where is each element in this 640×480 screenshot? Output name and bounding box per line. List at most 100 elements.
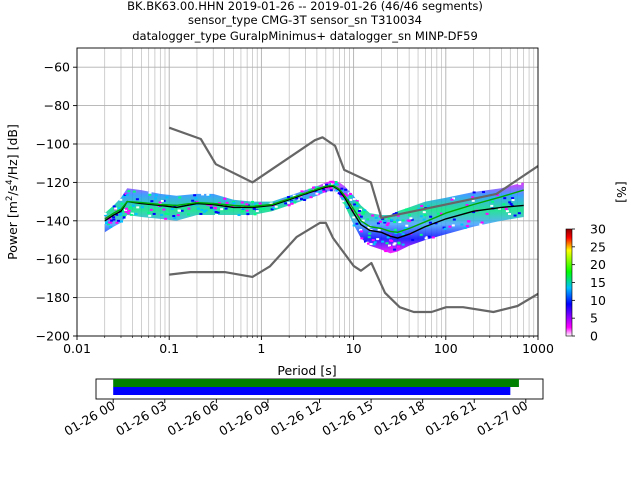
density-cell	[367, 236, 371, 239]
density-cell	[348, 195, 352, 198]
density-cell	[383, 220, 387, 223]
density-cell	[480, 221, 484, 224]
density-cell	[349, 198, 353, 201]
timeline-tick-label: 01-27 00	[474, 398, 530, 439]
density-cell	[316, 186, 320, 189]
density-cell	[371, 239, 375, 242]
density-cell	[490, 204, 494, 207]
density-cell	[136, 206, 140, 209]
density-cell	[115, 213, 119, 216]
density-cell	[340, 187, 344, 190]
density-cell	[290, 202, 294, 205]
density-cell	[201, 193, 205, 196]
density-cell	[173, 216, 177, 219]
density-cell	[251, 200, 255, 203]
density-cell	[218, 202, 222, 205]
density-cell	[115, 221, 119, 224]
density-cell	[300, 190, 304, 193]
density-cell	[340, 194, 344, 197]
density-cell	[258, 202, 262, 205]
new-low-noise-model-line	[169, 221, 538, 314]
density-cell	[119, 198, 123, 201]
x-tick-label: 100	[434, 341, 458, 356]
density-cell	[246, 213, 250, 216]
colorbar-tick-label: 30	[590, 222, 606, 237]
density-cell	[112, 205, 116, 208]
density-cell	[505, 210, 509, 213]
density-cell	[376, 222, 380, 225]
density-cell	[120, 210, 124, 213]
density-cell	[220, 208, 224, 211]
density-cell	[381, 240, 385, 243]
colorbar-label: [%]	[614, 181, 629, 203]
density-cell	[322, 190, 326, 193]
density-cell	[158, 201, 162, 204]
y-tick-label: −160	[36, 252, 70, 267]
density-cell	[401, 243, 405, 246]
density-cell	[426, 205, 430, 208]
density-cell	[299, 198, 303, 201]
density-cell	[135, 198, 139, 201]
density-cell	[262, 207, 266, 210]
density-cell	[396, 245, 400, 248]
density-cell	[366, 242, 370, 245]
density-cell	[270, 208, 274, 211]
grid	[76, 48, 539, 337]
density-cell	[359, 215, 363, 218]
density-cell	[348, 192, 352, 195]
density-cell	[200, 208, 204, 211]
density-cell	[308, 188, 312, 191]
y-label-sup-1: 2	[5, 196, 15, 201]
density-cell	[329, 180, 333, 183]
density-cell	[127, 190, 131, 193]
density-cell	[122, 216, 126, 219]
density-cell	[119, 220, 123, 223]
density-cell	[405, 208, 409, 211]
density-cell	[299, 192, 303, 195]
density-cell	[407, 214, 411, 217]
density-cell	[245, 203, 249, 206]
density-cell	[132, 190, 136, 193]
density-cell	[122, 195, 126, 198]
density-cell	[422, 218, 426, 221]
colorbar-tick-label: 15	[590, 275, 606, 290]
density-cell	[148, 193, 152, 196]
density-cell	[452, 197, 456, 200]
density-cell	[187, 207, 191, 210]
coverage-bar	[113, 387, 511, 395]
density-cell	[162, 199, 166, 202]
density-cell	[334, 182, 338, 185]
new-high-noise-model-line	[168, 126, 538, 219]
density-cell	[194, 197, 198, 200]
density-cell	[309, 196, 313, 199]
density-cell	[206, 193, 210, 196]
density-cell	[312, 186, 316, 189]
timeline-tick-label: 01-26 12	[268, 398, 324, 439]
density-cell	[381, 217, 385, 220]
density-cell	[259, 207, 263, 210]
density-cell	[337, 192, 341, 195]
density-cell	[331, 183, 335, 186]
density-cell	[120, 202, 124, 205]
density-cell	[315, 192, 319, 195]
x-axis-label: Period [s]	[277, 363, 336, 378]
density-cell	[318, 190, 322, 193]
density-cell	[241, 207, 245, 210]
density-cell	[337, 194, 341, 197]
density-cell	[148, 191, 152, 194]
colorbar-tick-label: 10	[590, 293, 606, 308]
density-cell	[360, 237, 364, 240]
density-cell	[422, 211, 426, 214]
density-cell	[303, 198, 307, 201]
density-cell	[329, 181, 333, 184]
density-cell	[240, 210, 244, 213]
density-cell	[160, 213, 164, 216]
density-cell	[401, 219, 405, 222]
density-cell	[125, 193, 129, 196]
density-cell	[335, 191, 339, 194]
density-cell	[116, 219, 120, 222]
density-cell	[154, 197, 158, 200]
density-cell	[152, 212, 156, 215]
density-cell	[403, 227, 407, 230]
density-cell	[387, 244, 391, 247]
